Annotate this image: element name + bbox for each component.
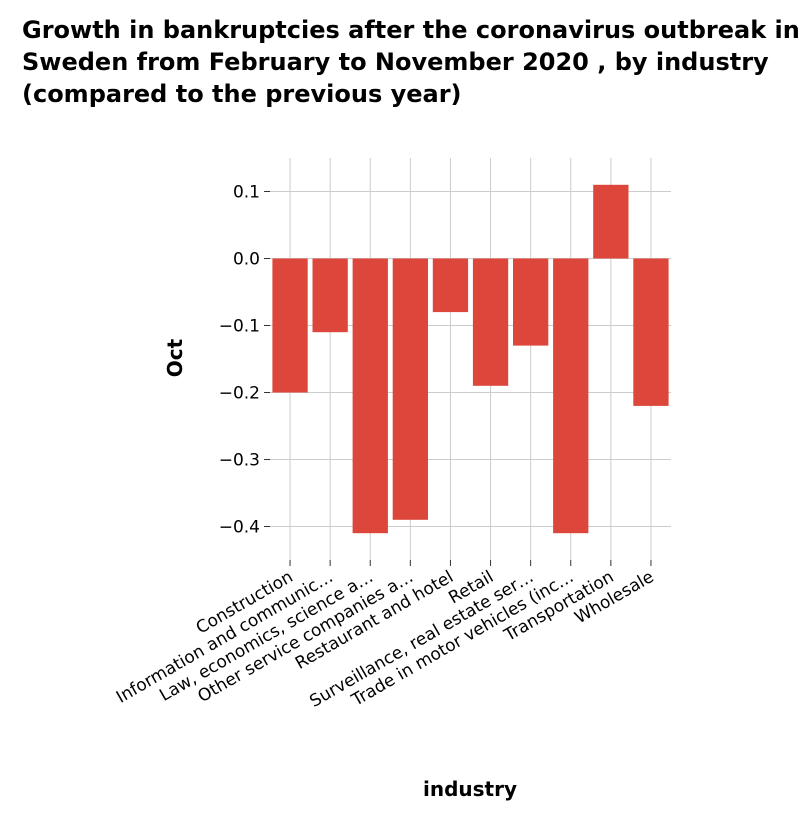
- y-tick-label: −0.3: [219, 451, 260, 471]
- x-axis-title: industry: [423, 777, 517, 801]
- y-tick-label: 0.1: [233, 183, 260, 203]
- bar-wholesale: [633, 258, 669, 406]
- y-axis-title: Oct: [163, 338, 187, 377]
- bar-information-and-communic: [312, 258, 348, 333]
- bar-construction: [272, 258, 308, 393]
- y-tick-label: −0.1: [219, 317, 260, 337]
- y-tick-label: −0.2: [219, 384, 260, 404]
- bar-other-service-companies-a: [392, 258, 428, 520]
- bar-surveillance-real-estate-ser: [513, 258, 549, 346]
- y-tick-label: 0.0: [233, 250, 260, 270]
- bar-law-economics-science-a: [352, 258, 388, 534]
- bars: [272, 184, 669, 534]
- chart-title: Growth in bankruptcies after the coronav…: [22, 16, 800, 108]
- bar-transportation: [593, 184, 629, 259]
- bar-retail: [472, 258, 509, 386]
- bar-trade-in-motor-vehicles-inc: [553, 258, 589, 534]
- bar-restaurant-and-hotel: [432, 258, 469, 313]
- y-axis-ticks: 0.1 0.0 −0.1 −0.2 −0.3 −0.4: [219, 183, 270, 538]
- y-tick-label: −0.4: [219, 518, 260, 538]
